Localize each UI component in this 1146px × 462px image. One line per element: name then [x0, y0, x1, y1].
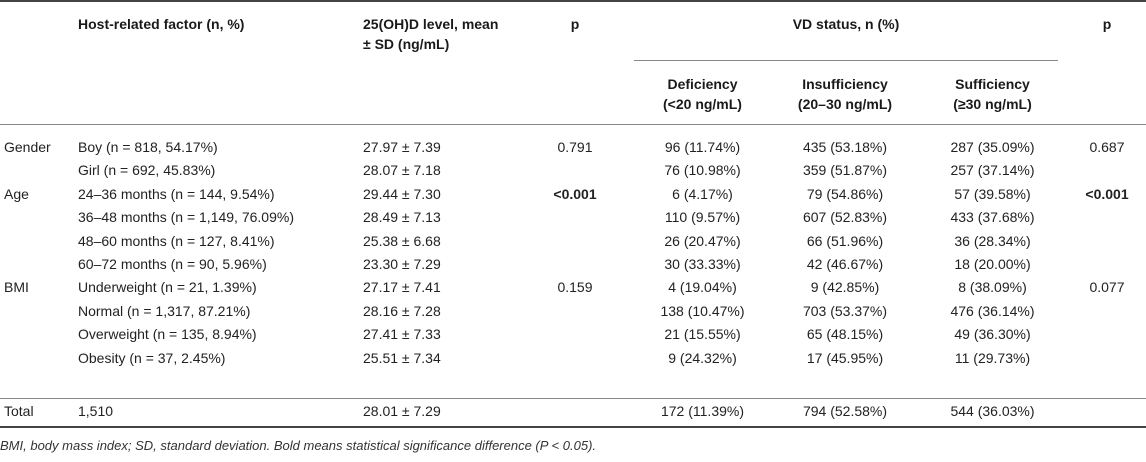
cell-ins: 435 (53.18%) [802, 139, 888, 155]
cell-factor: Girl (n = 692, 45.83%) [78, 162, 216, 179]
cell-def: 6 (4.17%) [672, 185, 733, 202]
cell-def: 9 (24.32%) [668, 349, 737, 366]
cell-ins: 17 (45.95%) [806, 349, 884, 366]
table-footnote: BMI, body mass index; SD, standard devia… [0, 438, 597, 453]
header-p2: p [1102, 16, 1112, 32]
cell-ins: 42 (46.67%) [806, 256, 884, 272]
cell-def: 21 (15.55%) [664, 326, 741, 343]
cell-group: Gender [4, 139, 51, 155]
cell-suf: 57 (39.58%) [954, 185, 1031, 202]
cell-factor: Underweight (n = 21, 1.39%) [78, 279, 257, 296]
cell-factor: Normal (n = 1,317, 87.21%) [78, 302, 251, 319]
cell-level: 27.17 ± 7.41 [363, 279, 441, 296]
header-sufficiency-line2: (≥30 ng/mL) [953, 96, 1032, 112]
cell-p: 0.159 [557, 279, 593, 296]
cell-def: 138 (10.47%) [660, 302, 745, 319]
header-sufficiency-line1: Sufficiency [955, 76, 1030, 92]
cell-p: 0.791 [557, 139, 593, 155]
cell-p2: <0.001 [1085, 185, 1129, 202]
cell-suf: 433 (37.68%) [950, 209, 1035, 226]
total-rule [0, 398, 1146, 399]
cell-level: 27.97 ± 7.39 [363, 139, 441, 155]
cell-level: 29.44 ± 7.30 [363, 185, 441, 202]
cell-ins: 65 (48.15%) [806, 326, 884, 343]
bottom-rule [0, 426, 1146, 428]
header-rule [0, 124, 1146, 125]
cell-level: 25.51 ± 7.34 [363, 349, 441, 366]
cell-level: 28.07 ± 7.18 [363, 162, 441, 179]
cell-def: 4 (19.04%) [668, 279, 737, 296]
cell-factor: Overweight (n = 135, 8.94%) [78, 326, 257, 343]
header-insufficiency-line1: Insufficiency [802, 76, 888, 92]
cell-def: 172 (11.39%) [660, 403, 744, 419]
cell-ins: 607 (52.83%) [802, 209, 888, 226]
cell-def: 96 (11.74%) [664, 139, 741, 155]
cell-ins: 66 (51.96%) [806, 232, 884, 249]
cell-suf: 49 (36.30%) [954, 326, 1031, 343]
cell-level: 28.16 ± 7.28 [363, 302, 441, 319]
cell-ins: 794 (52.58%) [802, 403, 888, 419]
header-deficiency-line1: Deficiency [667, 76, 738, 92]
cell-p2: 0.687 [1089, 139, 1125, 155]
cell-factor: 60–72 months (n = 90, 5.96%) [78, 256, 267, 272]
cell-suf: 8 (38.09%) [958, 279, 1027, 296]
header-vd-status: VD status, n (%) [792, 16, 900, 32]
header-level-line1: 25(OH)D level, mean [363, 16, 499, 32]
cell-p: <0.001 [553, 185, 597, 202]
cell-ins: 9 (42.85%) [810, 279, 880, 296]
cell-level: 23.30 ± 7.29 [363, 256, 441, 272]
cell-suf: 476 (36.14%) [950, 302, 1035, 319]
header-factor: Host-related factor (n, %) [78, 16, 245, 32]
cell-level: 27.41 ± 7.33 [363, 326, 441, 343]
cell-factor: Obesity (n = 37, 2.45%) [78, 349, 226, 366]
cell-suf: 18 (20.00%) [954, 256, 1031, 272]
cell-group: Age [4, 185, 29, 202]
header-deficiency-line2: (<20 ng/mL) [663, 96, 742, 112]
cell-ins: 79 (54.86%) [806, 185, 884, 202]
header-p: p [570, 16, 580, 32]
header-insufficiency-line2: (20–30 ng/mL) [797, 96, 893, 112]
cell-level: 25.38 ± 6.68 [363, 232, 441, 249]
cell-def: 30 (33.33%) [664, 256, 741, 272]
cell-suf: 257 (37.14%) [950, 162, 1035, 179]
cell-factor: 1,510 [78, 403, 114, 419]
vd-status-underline [634, 60, 1058, 61]
cell-suf: 544 (36.03%) [950, 403, 1035, 419]
cell-level: 28.49 ± 7.13 [363, 209, 441, 226]
cell-def: 26 (20.47%) [664, 232, 741, 249]
cell-factor: 36–48 months (n = 1,149, 76.09%) [78, 209, 294, 226]
cell-ins: 703 (53.37%) [802, 302, 888, 319]
cell-suf: 287 (35.09%) [950, 139, 1035, 155]
top-rule [0, 0, 1146, 2]
cell-def: 110 (9.57%) [664, 209, 741, 226]
cell-factor: Boy (n = 818, 54.17%) [78, 139, 218, 155]
cell-suf: 36 (28.34%) [954, 232, 1031, 249]
cell-p2: 0.077 [1089, 279, 1125, 296]
cell-ins: 359 (51.87%) [802, 162, 888, 179]
header-level-line2: ± SD (ng/mL) [363, 36, 450, 52]
cell-factor: 48–60 months (n = 127, 8.41%) [78, 232, 275, 249]
cell-level: 28.01 ± 7.29 [363, 403, 441, 419]
cell-factor: 24–36 months (n = 144, 9.54%) [78, 185, 275, 202]
cell-group: BMI [4, 279, 29, 296]
cell-def: 76 (10.98%) [664, 162, 741, 179]
cell-suf: 11 (29.73%) [954, 349, 1031, 366]
cell-group: Total [4, 403, 34, 419]
